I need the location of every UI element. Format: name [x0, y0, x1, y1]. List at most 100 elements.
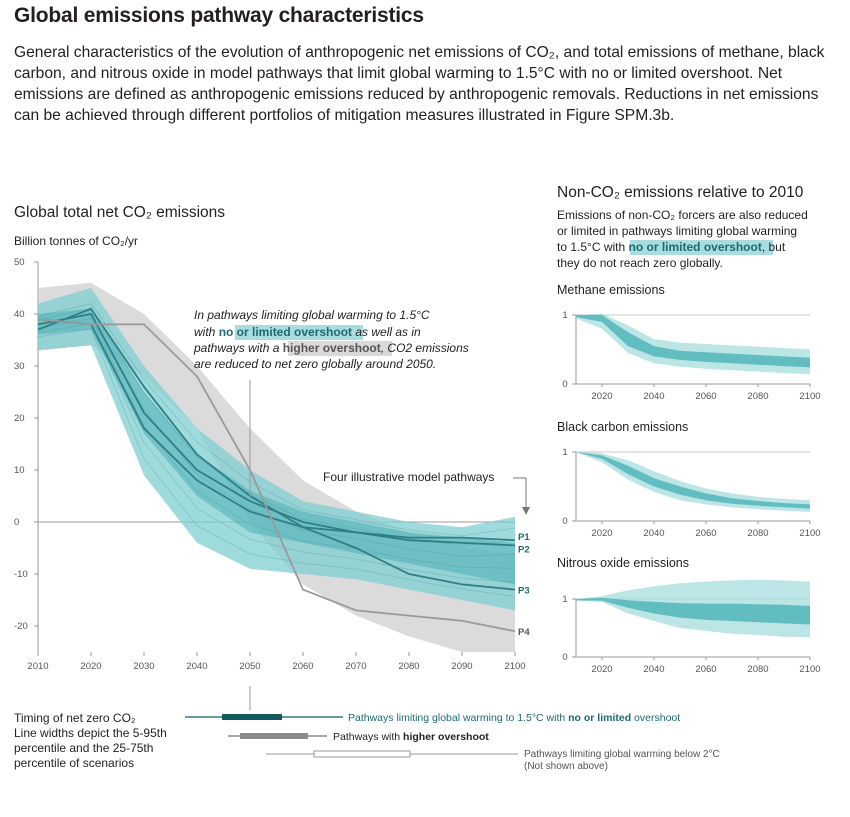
annotation-line-1: In pathways limiting global warming to 1… [194, 308, 430, 322]
co2-ylabel: Billion tonnes of CO₂/yr [14, 234, 138, 248]
nonco2-l3c: , but [762, 240, 786, 254]
panel-ytick-label: 0 [562, 516, 567, 527]
timing-legend: Timing of net zero CO₂ Line widths depic… [14, 711, 167, 770]
panel-xtick-label: 2040 [643, 664, 664, 675]
annotation-line-3: pathways with a higher overshoot, CO2 em… [193, 341, 469, 355]
annotation-line-2: with no or limited overshoot as well as … [194, 325, 421, 339]
nonco2-desc-line-2: or limited in pathways limiting global w… [557, 224, 797, 238]
methane-title: Methane emissions [557, 283, 665, 297]
co2-ytick-label: 10 [14, 465, 25, 476]
pathways-label: Four illustrative model pathways [323, 470, 494, 484]
co2-ytick-label: 50 [14, 257, 25, 268]
co2-xtick-label: 2090 [451, 661, 472, 672]
legend-2c-iqr [313, 750, 411, 758]
annotation-l2b: no or limited overshoot [219, 325, 352, 339]
panel-xtick-label: 2100 [799, 528, 820, 539]
co2-ytick-label: 0 [14, 517, 19, 528]
co2-series-p4 [37, 318, 516, 633]
legend-item-1: Pathways limiting global warming to 1.5°… [348, 712, 680, 724]
legend-item-1c: overshoot [631, 712, 680, 724]
timing-line-3: percentile and the 25-75th [14, 741, 153, 755]
intro-paragraph: General characteristics of the evolution… [14, 44, 825, 124]
nonco2-l3a: to 1.5°C with [557, 240, 629, 254]
nitrous-oxide-title: Nitrous oxide emissions [557, 556, 689, 570]
highlight-no-limited [235, 325, 363, 340]
annotation-l3a: pathways with a [193, 341, 283, 355]
panel-xtick-label: 2100 [799, 664, 820, 675]
legend-item-2: Pathways with higher overshoot [333, 731, 489, 743]
co2-ytick-label: 20 [14, 413, 25, 424]
panel-ytick-label: 0 [562, 652, 567, 663]
black-carbon-title: Black carbon emissions [557, 420, 688, 434]
pathways-arrowhead [522, 507, 530, 515]
panel-inner-band [576, 452, 810, 509]
co2-xtick-label: 2080 [398, 661, 419, 672]
methane-chart: 1 0 2020 2040 2060 2080 2100 [562, 310, 820, 402]
panel-xtick-label: 2060 [695, 391, 716, 402]
legend-item-1b: no or limited [568, 712, 631, 724]
co2-xtick-label: 2040 [186, 661, 207, 672]
black-carbon-chart: 1 0 2020 2040 2060 2080 2100 [562, 447, 820, 539]
highlight-higher-overshoot [288, 341, 392, 356]
annotation-l2c: as well as in [352, 325, 421, 339]
legend-item-2a: Pathways with [333, 731, 403, 743]
panel-xtick-label: 2040 [643, 391, 664, 402]
annotation-l2a: with [194, 325, 219, 339]
panel-inner-band [576, 315, 810, 368]
nonco2-highlight [630, 240, 773, 255]
panel-ytick-label: 1 [562, 594, 567, 605]
panel-xtick-label: 2020 [591, 391, 612, 402]
nonco2-l3b: no or limited overshoot [629, 240, 762, 254]
annotation-line-4: are reduced to net zero globally around … [194, 357, 436, 371]
co2-scenario-line [37, 317, 516, 569]
nonco2-desc-line-1: Emissions of non-CO₂ forcers are also re… [557, 208, 808, 222]
panel-xtick-label: 2060 [695, 664, 716, 675]
legend-1-5-iqr [222, 714, 282, 720]
co2-series-p3 [37, 307, 516, 591]
panel-xtick-label: 2080 [747, 528, 768, 539]
legend-item-1a: Pathways limiting global warming to 1.5°… [348, 712, 568, 724]
legend-overshoot-iqr [240, 733, 308, 739]
panel-xtick-label: 2080 [747, 391, 768, 402]
co2-label-p3: P3 [518, 586, 530, 597]
annotation-l3c: , CO2 emissions [381, 341, 469, 355]
legend-item-3-line-1: Pathways limiting global warming below 2… [524, 749, 720, 760]
panel-ytick-label: 1 [562, 310, 567, 321]
panel-xtick-label: 2080 [747, 664, 768, 675]
co2-chart-title: Global total net CO₂ emissions [14, 204, 225, 221]
co2-series [37, 307, 516, 633]
co2-scenario-line [37, 303, 516, 537]
co2-ytick-label: -20 [14, 621, 28, 632]
co2-scenario-line [37, 328, 516, 597]
co2-xtick-label: 2020 [80, 661, 101, 672]
panel-xtick-label: 2040 [643, 528, 664, 539]
co2-label-p1: P1 [518, 532, 530, 543]
timing-line-2: Line widths depict the 5-95th [14, 726, 167, 740]
panel-outer-band [576, 452, 810, 512]
nitrous-oxide-chart: 1 0 2020 2040 2060 2080 2100 [562, 579, 821, 675]
legend-item-3-line-2: (Not shown above) [524, 761, 608, 772]
timing-line-4: percentile of scenarios [14, 756, 134, 770]
panel-inner-band [576, 597, 810, 625]
co2-series-p1 [37, 318, 516, 542]
legend-item-2b: higher overshoot [403, 731, 489, 743]
nonco2-title: Non-CO₂ emissions relative to 2010 [557, 184, 804, 201]
panel-xtick-label: 2020 [591, 528, 612, 539]
co2-xtick-label: 2010 [27, 661, 48, 672]
co2-ytick-label: 40 [14, 309, 25, 320]
nonco2-description: Emissions of non-CO₂ forcers are also re… [557, 208, 808, 270]
timing-line-1: Timing of net zero CO₂ [14, 711, 136, 725]
co2-xtick-label: 2060 [292, 661, 313, 672]
co2-label-p4: P4 [518, 627, 530, 638]
co2-scenario-line [37, 323, 516, 583]
co2-xtick-label: 2070 [345, 661, 366, 672]
nonco2-desc-line-3: to 1.5°C with no or limited overshoot, b… [557, 240, 786, 254]
panel-ytick-label: 1 [562, 447, 567, 458]
co2-annotation: In pathways limiting global warming to 1… [193, 308, 469, 371]
co2-xtick-label: 2050 [239, 661, 260, 672]
panel-xtick-label: 2020 [591, 664, 612, 675]
co2-xtick-label: 2100 [504, 661, 525, 672]
co2-xtick-label: 2030 [133, 661, 154, 672]
